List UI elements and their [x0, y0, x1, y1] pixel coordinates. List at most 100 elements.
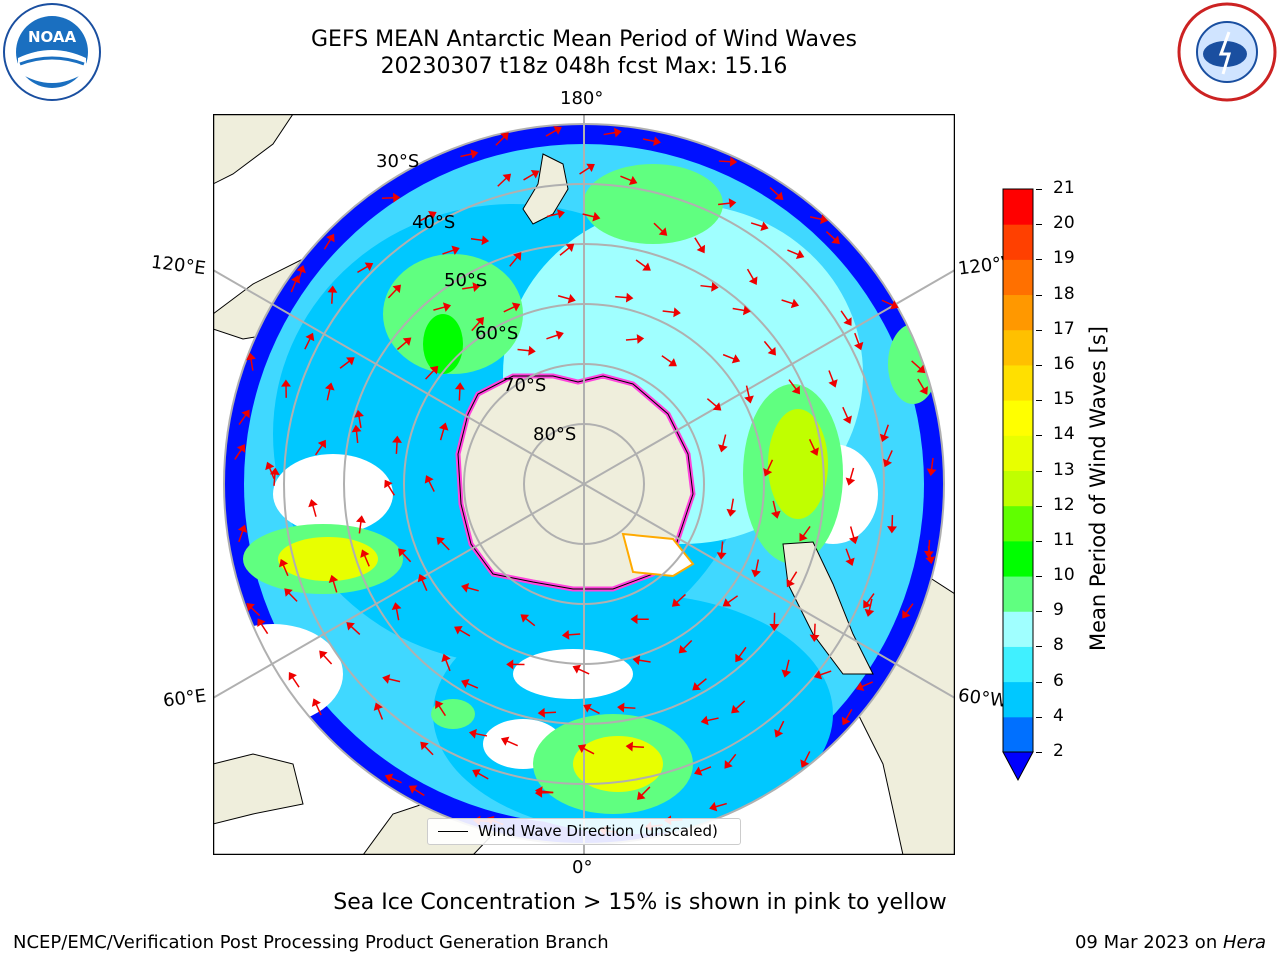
wave-arrow-head	[392, 192, 401, 203]
wave-arrow-head	[311, 698, 321, 707]
wave-arrow	[661, 355, 673, 364]
wave-arrow	[866, 593, 875, 604]
noaa-logo: NOAA	[3, 3, 101, 101]
wave-arrow-head	[790, 298, 800, 309]
wave-arrow-head	[257, 618, 266, 627]
wave-arrow-head	[711, 281, 719, 292]
wave-arrow	[849, 526, 855, 539]
wave-arrow-head	[700, 715, 709, 726]
wave-arrow-head	[461, 583, 470, 593]
wave-arrow	[439, 428, 445, 441]
colorbar-tick-mark	[1036, 681, 1042, 683]
colorbar-tick-label: 11	[1053, 529, 1075, 550]
colorbar-tick-label: 14	[1053, 424, 1075, 445]
wave-arrow-head	[613, 127, 622, 138]
wave-arrow	[322, 654, 333, 665]
wave-arrow-head	[625, 292, 634, 303]
wave-arrow-head	[628, 175, 638, 186]
colorbar-swatch	[1003, 189, 1033, 225]
colorbar-swatch	[1003, 646, 1033, 683]
wave-arrow-head	[572, 664, 582, 674]
colorbar-tick-label: 13	[1053, 459, 1075, 480]
wave-arrow	[930, 457, 934, 470]
wave-arrow	[881, 299, 894, 306]
wave-arrow	[459, 629, 471, 637]
wave-arrow	[582, 213, 595, 218]
wave-arrow	[676, 593, 686, 604]
wave-arrow-head	[841, 716, 851, 726]
wave-arrow-head	[530, 170, 540, 179]
wave-arrow-head	[692, 682, 701, 691]
wave-arrow-head	[694, 766, 703, 776]
wave-arrow	[808, 438, 816, 451]
wave-arrow	[715, 802, 727, 808]
wave-arrow-head	[513, 252, 522, 261]
wave-arrow-head	[398, 548, 407, 557]
wave-arrow-head	[786, 578, 795, 588]
wave-arrow-head	[890, 300, 899, 310]
wave-arrow	[460, 153, 473, 158]
wave-arrow-head	[845, 557, 855, 566]
wave-arrow	[470, 238, 483, 242]
wave-arrow	[238, 530, 244, 543]
wave-arrow-head	[729, 156, 738, 167]
wave-arrow	[377, 708, 384, 720]
wave-arrow	[706, 717, 719, 722]
wave-arrow	[387, 484, 395, 496]
wave-arrow-head	[774, 729, 784, 738]
wave-arrow	[727, 753, 737, 765]
wave-arrow-head	[472, 769, 481, 778]
wave-arrow-head	[424, 475, 434, 484]
wave-arrow	[273, 473, 276, 486]
colorbar-swatch	[1003, 329, 1033, 366]
wave-arrow-head	[760, 221, 769, 231]
wave-arrow	[696, 678, 707, 687]
wave-arrow	[523, 173, 535, 181]
wave-arrow-head	[653, 136, 661, 147]
colorbar-tick-mark	[1036, 611, 1042, 613]
wave-arrow	[331, 291, 334, 304]
wave-arrow-head	[716, 552, 727, 560]
wave-arrow-head	[324, 382, 335, 391]
lat-label-70s: 70°S	[503, 375, 547, 396]
wave-arrow-head	[506, 659, 514, 670]
wave-arrow-head	[537, 707, 545, 718]
wave-arrow	[842, 406, 849, 419]
wave-arrow-head	[583, 703, 592, 713]
wave-arrow-head	[671, 598, 681, 607]
wave-arrow-head	[472, 282, 481, 292]
wave-arrow-head	[617, 702, 625, 713]
wave-arrow-head	[408, 785, 418, 794]
wave-arrow-head	[809, 634, 820, 642]
wave-arrow-head	[420, 741, 429, 751]
wave-arrow-head	[461, 679, 470, 689]
wave-arrow-head	[284, 588, 293, 597]
wave-arrow-head	[241, 409, 250, 419]
wave-arrow-head	[429, 365, 439, 375]
lat-label-50s: 50°S	[444, 270, 488, 291]
lon-label-180: 180°	[560, 88, 604, 109]
wave-arrow-head	[916, 364, 926, 374]
wave-arrow	[631, 745, 644, 749]
wave-arrow-head	[722, 598, 732, 607]
wave-arrow	[579, 166, 591, 175]
wave-arrow-head	[296, 265, 306, 274]
wave-arrow	[763, 340, 773, 352]
wave-arrow-head	[795, 249, 805, 259]
wave-arrow-head	[668, 358, 677, 367]
wave-arrow-head	[520, 614, 530, 623]
colorbar-tick-mark	[1036, 189, 1042, 190]
wave-arrow-head	[678, 644, 688, 654]
colorbar-swatch	[1003, 470, 1033, 507]
colorbar-swatch	[1003, 716, 1033, 753]
colorbar-swatch	[1003, 224, 1033, 260]
wave-arrow	[653, 222, 664, 233]
wave-arrow-head	[237, 524, 248, 533]
wave-arrow	[358, 521, 362, 534]
wave-arrow-head	[731, 704, 740, 714]
wave-arrow	[290, 280, 297, 293]
colorbar-tick-label: 18	[1053, 283, 1075, 304]
lat-label-80s: 80°S	[533, 424, 577, 445]
colorbar-tick-label: 19	[1053, 248, 1075, 269]
wave-arrow-head	[673, 307, 681, 318]
